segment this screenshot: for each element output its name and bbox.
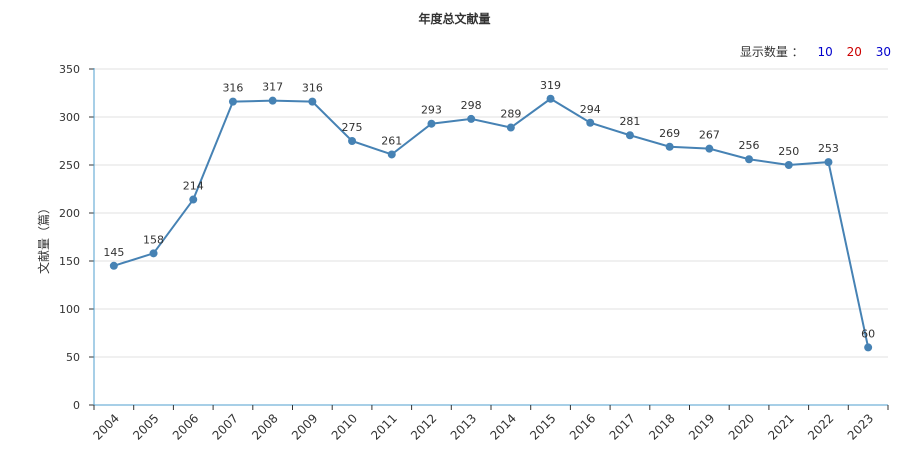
data-point — [586, 118, 595, 127]
x-tick-label: 2023 — [845, 411, 876, 442]
x-tick-label: 2017 — [607, 411, 638, 442]
data-point — [387, 150, 396, 159]
x-tick-label: 2014 — [487, 411, 518, 442]
data-label: 158 — [143, 233, 164, 246]
data-label: 261 — [381, 134, 402, 147]
data-label: 294 — [580, 103, 601, 116]
display-count-option-10[interactable]: 10 — [817, 45, 833, 59]
data-point — [625, 131, 634, 140]
y-tick-label: 150 — [59, 255, 80, 268]
series-line — [113, 97, 870, 348]
display-count-option-20[interactable]: 20 — [846, 45, 862, 59]
data-label: 256 — [739, 139, 760, 152]
data-label: 250 — [778, 145, 799, 158]
display-count-control: 显示数量 ： 10 20 30 — [730, 43, 891, 60]
data-point — [824, 158, 833, 167]
y-axis-label: 文献量（篇） — [36, 202, 51, 274]
y-tick-label: 50 — [66, 351, 80, 364]
data-point — [506, 123, 515, 132]
x-tick-label: 2021 — [765, 411, 796, 442]
data-label: 316 — [302, 82, 323, 95]
data-point — [228, 97, 237, 106]
x-tick-label: 2022 — [805, 411, 836, 442]
data-point — [348, 137, 357, 145]
x-tick-label: 2008 — [249, 411, 280, 442]
data-point — [308, 97, 317, 106]
display-count-label: 显示数量 ： — [739, 45, 804, 59]
x-tick-label: 2012 — [408, 411, 439, 442]
x-tick-label: 2018 — [646, 411, 677, 442]
x-tick-label: 2015 — [527, 411, 558, 442]
data-label: 214 — [183, 180, 204, 193]
x-tick-label: 2016 — [567, 411, 598, 442]
data-label: 293 — [421, 104, 442, 117]
data-point — [784, 161, 793, 169]
data-point — [109, 261, 118, 270]
x-tick-label: 2007 — [210, 411, 241, 442]
data-point — [149, 249, 158, 258]
display-count-option-30[interactable]: 30 — [875, 45, 891, 59]
data-label: 289 — [500, 108, 521, 121]
data-point — [268, 96, 277, 105]
data-label: 275 — [342, 121, 363, 134]
data-label: 253 — [818, 142, 839, 155]
data-point — [864, 343, 873, 352]
data-label: 281 — [619, 115, 640, 128]
y-tick-label: 200 — [59, 207, 80, 220]
data-label: 319 — [540, 79, 561, 92]
x-tick-label: 2009 — [289, 411, 320, 442]
x-tick-label: 2011 — [368, 411, 399, 442]
y-tick-label: 100 — [59, 303, 80, 316]
x-tick-label: 2019 — [686, 411, 717, 442]
y-tick-label: 300 — [59, 111, 80, 124]
y-tick-label: 0 — [73, 399, 80, 412]
data-label: 316 — [222, 82, 243, 95]
data-point — [189, 195, 198, 204]
data-point — [745, 155, 754, 164]
data-label: 60 — [861, 327, 875, 340]
y-tick-label: 250 — [59, 159, 80, 172]
x-tick-label: 2004 — [90, 411, 121, 442]
data-label: 269 — [659, 127, 680, 140]
data-label: 298 — [461, 99, 482, 112]
x-tick-label: 2006 — [170, 411, 201, 442]
data-point — [546, 94, 555, 103]
x-tick-label: 2010 — [329, 411, 360, 442]
data-point — [665, 142, 674, 151]
data-label: 317 — [262, 81, 283, 94]
data-point — [467, 114, 476, 123]
chart-title: 年度总文献量 — [418, 12, 491, 26]
data-point — [705, 144, 714, 153]
data-label: 145 — [103, 246, 124, 259]
data-label: 267 — [699, 129, 720, 142]
y-tick-label: 350 — [59, 63, 80, 76]
data-point — [427, 119, 436, 128]
x-tick-label: 2020 — [726, 411, 757, 442]
x-tick-label: 2013 — [448, 411, 479, 442]
x-tick-label: 2005 — [130, 411, 161, 442]
